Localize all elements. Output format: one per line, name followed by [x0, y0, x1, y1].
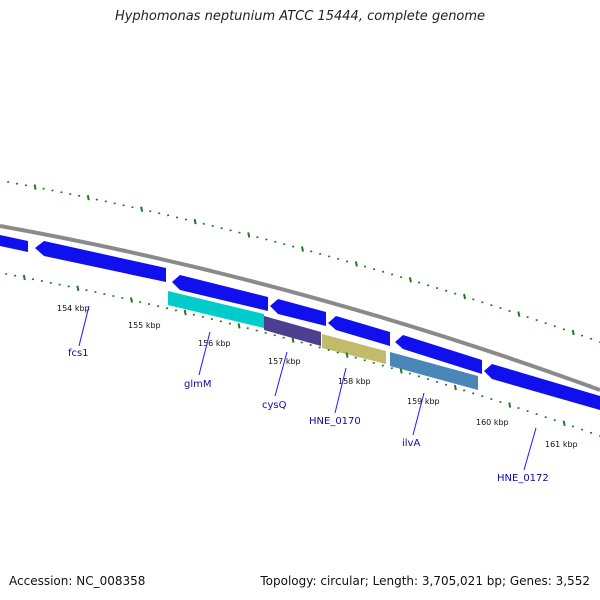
major-tick — [22, 274, 26, 281]
cds-arrow — [484, 364, 600, 410]
major-tick — [354, 261, 358, 267]
gene-label: HNE_0172 — [497, 473, 549, 484]
major-tick — [408, 277, 412, 283]
major-tick — [247, 232, 251, 238]
major-tick — [517, 311, 521, 317]
gene-label: glmM — [184, 379, 212, 390]
accession-text: Accession: NC_008358 — [9, 574, 146, 588]
major-tick — [140, 206, 144, 212]
major-tick — [453, 384, 457, 391]
cds-arrow — [328, 316, 390, 346]
inner-tick-ring — [5, 272, 600, 438]
callout-line — [198, 331, 211, 376]
callout-line — [274, 351, 288, 397]
major-tick — [508, 402, 512, 408]
major-tick — [399, 368, 403, 374]
major-tick — [193, 218, 197, 225]
callout-line — [78, 305, 90, 347]
cds-arrow — [270, 299, 326, 326]
cds-arrow — [395, 335, 482, 374]
gene-callouts — [78, 305, 537, 471]
genome-backbone — [0, 224, 600, 392]
gene-label: cysQ — [262, 400, 287, 411]
feature-hne0170 — [322, 334, 386, 364]
feature-ilvA — [390, 352, 478, 390]
cds-arrow — [172, 275, 268, 311]
major-tick — [463, 293, 467, 300]
scale-label: 160 kbp — [476, 418, 509, 427]
scale-label: 156 kbp — [198, 339, 231, 348]
callout-line — [523, 427, 537, 471]
major-tick — [86, 194, 90, 201]
scale-label: 155 kbp — [128, 321, 161, 330]
scale-label: 154 kbp — [57, 304, 90, 313]
gene-label: fcs1 — [68, 348, 89, 359]
major-tick — [571, 329, 575, 336]
callout-line — [334, 367, 347, 414]
major-tick — [291, 337, 295, 343]
callout-line — [412, 392, 425, 436]
cds-arrow — [0, 235, 28, 252]
feature-track — [168, 291, 478, 390]
feature-cysQ — [264, 316, 321, 346]
genome-summary: Topology: circular; Length: 3,705,021 bp… — [260, 574, 590, 588]
major-tick — [345, 352, 349, 358]
major-tick — [562, 420, 566, 427]
gene-label: ilvA — [402, 438, 420, 449]
major-tick — [183, 309, 187, 316]
scale-label: 159 kbp — [407, 397, 440, 406]
major-tick — [301, 246, 304, 252]
major-tick — [33, 184, 37, 190]
gene-label: HNE_0170 — [309, 416, 361, 427]
scale-label: 158 kbp — [338, 377, 371, 386]
forward-cds-track — [0, 235, 600, 410]
major-tick — [76, 285, 80, 292]
cds-arrow — [35, 241, 166, 282]
outer-tick-ring — [7, 180, 600, 344]
map-title: Hyphomonas neptunium ATCC 15444, complet… — [114, 9, 486, 24]
scale-label: 161 kbp — [545, 440, 578, 449]
feature-glmM — [168, 291, 264, 328]
major-tick — [130, 297, 133, 303]
major-tick — [237, 323, 241, 329]
